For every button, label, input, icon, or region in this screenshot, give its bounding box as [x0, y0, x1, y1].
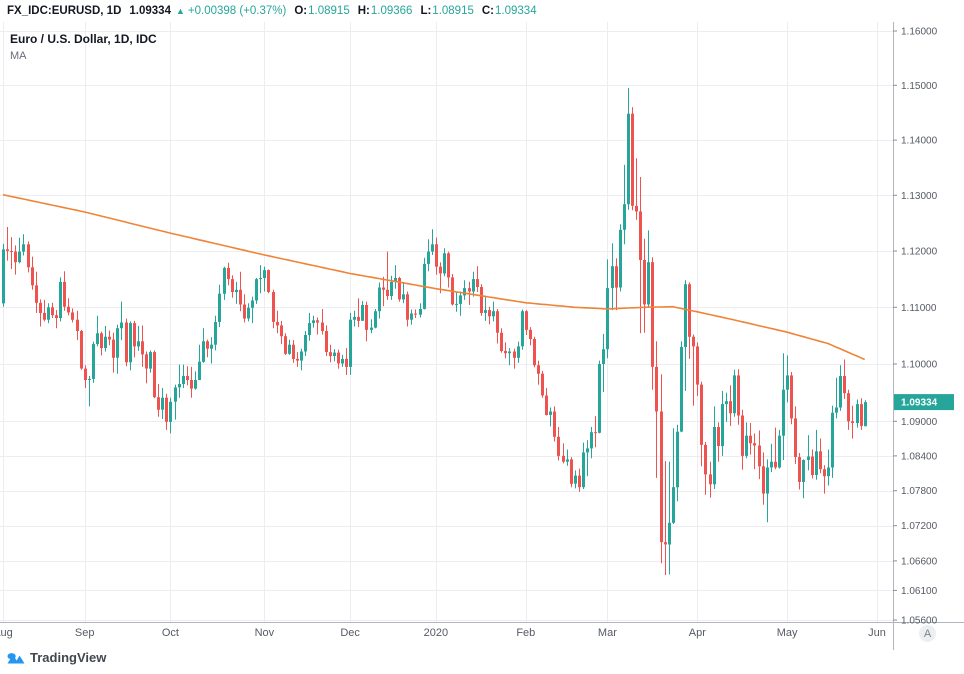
svg-text:1.06100: 1.06100	[901, 586, 938, 597]
svg-text:Mar: Mar	[598, 627, 617, 639]
ma-line	[2, 193, 866, 361]
chart-legend: Euro / U.S. Dollar, 1D, IDC MA	[10, 32, 157, 62]
svg-text:1.07800: 1.07800	[901, 486, 938, 497]
svg-text:1.15000: 1.15000	[901, 81, 938, 92]
price-chart[interactable]: 1.16000 1.15000 1.14000 1.13000 1.12000 1.110…	[0, 22, 964, 674]
high-label: H:	[357, 5, 370, 17]
svg-text:Feb: Feb	[516, 627, 535, 639]
svg-text:Nov: Nov	[255, 627, 275, 639]
close-label: C:	[481, 5, 495, 17]
svg-text:2020: 2020	[424, 627, 448, 639]
low-label: L:	[420, 5, 432, 17]
legend-symbol-title: Euro / U.S. Dollar, 1D, IDC	[10, 32, 157, 46]
up-arrow-icon: ▲	[175, 6, 185, 16]
svg-text:1.08400: 1.08400	[901, 451, 938, 462]
svg-text:1.13000: 1.13000	[901, 191, 938, 202]
open-value: 1.08915	[308, 5, 350, 17]
svg-text:1.12000: 1.12000	[901, 247, 938, 258]
tradingview-logo-text: TradingView	[30, 650, 107, 665]
svg-text:1.09334: 1.09334	[901, 398, 938, 409]
symbol-title: FX_IDC:EURUSD, 1D	[7, 5, 122, 17]
svg-text:May: May	[777, 627, 798, 639]
svg-text:1.06600: 1.06600	[901, 556, 938, 567]
svg-text:Sep: Sep	[75, 627, 95, 639]
close-value: 1.09334	[495, 5, 537, 17]
svg-text:Oct: Oct	[162, 627, 179, 639]
svg-text:Aug: Aug	[0, 627, 13, 639]
svg-text:Jun: Jun	[868, 627, 886, 639]
tradingview-logo-icon	[7, 653, 25, 664]
high-value: 1.09366	[370, 5, 413, 17]
svg-text:1.16000: 1.16000	[901, 27, 938, 38]
svg-text:1.07200: 1.07200	[901, 521, 938, 532]
price-axis[interactable]: 1.16000 1.15000 1.14000 1.13000 1.12000 1.110…	[893, 27, 938, 627]
auto-scale-button[interactable]: A	[919, 625, 936, 642]
svg-text:1.11000: 1.11000	[901, 303, 937, 314]
svg-text:Apr: Apr	[689, 627, 706, 639]
last-price: 1.09334	[129, 5, 171, 17]
grid	[0, 22, 893, 622]
svg-text:1.05600: 1.05600	[901, 616, 938, 627]
svg-text:1.10000: 1.10000	[901, 360, 938, 371]
svg-text:1.14000: 1.14000	[901, 136, 938, 147]
svg-text:1.09000: 1.09000	[901, 417, 938, 428]
open-label: O:	[294, 5, 308, 17]
price-change: +0.00398 (+0.37%)	[187, 5, 287, 17]
last-price-badge: 1.09334	[894, 394, 954, 411]
low-value: 1.08915	[432, 5, 474, 17]
legend-ma-indicator: MA	[10, 50, 27, 62]
svg-text:Dec: Dec	[340, 627, 360, 639]
chart-header: FX_IDC:EURUSD, 1D 1.09334 ▲ +0.00398 (+0…	[0, 0, 537, 22]
candles-series	[2, 88, 867, 575]
time-axis[interactable]: Aug Sep Oct Nov Dec 2020 Feb Mar Apr May Jun	[0, 627, 886, 639]
tradingview-logo[interactable]: TradingView	[7, 650, 106, 665]
